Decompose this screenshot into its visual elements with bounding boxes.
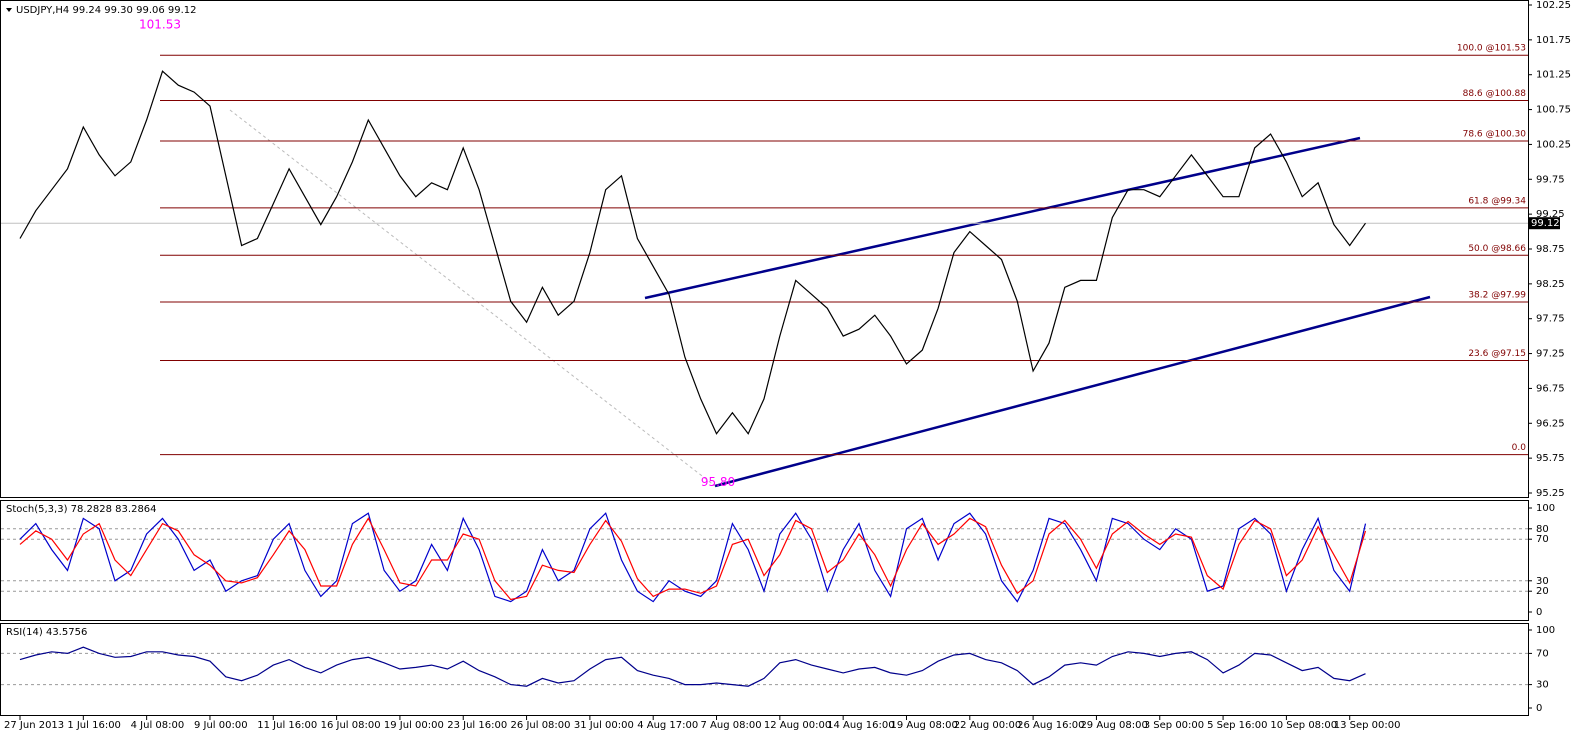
- x-tick-label: 10 Sep 08:00: [1270, 720, 1337, 731]
- x-tick-label: 22 Aug 00:00: [954, 720, 1021, 731]
- indicator-line: [19, 517, 1367, 601]
- y-tick-label: 97.25: [1536, 349, 1565, 360]
- last-price-label: 99.12: [1531, 218, 1560, 229]
- y-tick-label: 95.75: [1536, 453, 1565, 464]
- x-tick-label: 4 Jul 08:00: [131, 720, 185, 731]
- y-tick-label: 80: [1536, 524, 1549, 535]
- x-tick-label: 27 Jun 2013: [4, 720, 64, 731]
- y-tick-label: 100.25: [1536, 139, 1571, 150]
- x-tick-label: 4 Aug 17:00: [637, 720, 698, 731]
- y-tick-label: 0: [1536, 703, 1542, 714]
- y-tick-label: 0: [1536, 607, 1542, 618]
- x-tick-label: 11 Jul 16:00: [257, 720, 317, 731]
- price-annotation: 101.53: [139, 18, 181, 32]
- x-tick-label: 5 Sep 16:00: [1207, 720, 1267, 731]
- x-tick-label: 29 Aug 08:00: [1080, 720, 1147, 731]
- indicator-line: [19, 512, 1367, 603]
- y-tick-label: 98.75: [1536, 244, 1565, 255]
- y-tick-label: 30: [1536, 576, 1549, 587]
- fib-label: 100.0 @101.53: [1457, 44, 1526, 54]
- y-tick-label: 99.25: [1536, 209, 1565, 220]
- fib-label: 61.8 @99.34: [1468, 196, 1526, 206]
- x-tick-label: 19 Aug 08:00: [890, 720, 957, 731]
- menu-arrow: [6, 8, 12, 12]
- fib-label: 88.6 @100.88: [1463, 89, 1527, 99]
- x-tick-label: 26 Jul 08:00: [511, 720, 571, 731]
- y-tick-label: 100: [1536, 625, 1555, 636]
- x-tick-label: 23 Jul 16:00: [447, 720, 507, 731]
- upper-trendline: [644, 136, 1361, 300]
- last-price-box: [1528, 217, 1560, 230]
- y-tick-label: 98.25: [1536, 279, 1565, 290]
- x-tick-label: 14 Aug 16:00: [827, 720, 894, 731]
- indicator-line: [19, 646, 1366, 687]
- y-tick-label: 102.25: [1536, 0, 1571, 11]
- y-tick-label: 97.75: [1536, 314, 1565, 325]
- main-title: USDJPY,H4 99.24 99.30 99.06 99.12: [16, 5, 197, 16]
- fib-label: 0.0: [1512, 443, 1527, 453]
- y-tick-label: 95.25: [1536, 488, 1565, 499]
- fib-base-line: [229, 109, 716, 487]
- stoch-title: Stoch(5,3,3) 78.2828 83.2864: [6, 504, 157, 515]
- x-tick-label: 1 Jul 16:00: [67, 720, 121, 731]
- fib-label: 78.6 @100.30: [1463, 129, 1527, 139]
- y-tick-label: 30: [1536, 680, 1549, 691]
- price-annotation: 95.80: [701, 475, 735, 489]
- fib-label: 23.6 @97.15: [1468, 349, 1526, 359]
- y-tick-label: 70: [1536, 648, 1549, 659]
- fib-label: 50.0 @98.66: [1468, 244, 1526, 254]
- x-tick-label: 12 Aug 00:00: [764, 720, 831, 731]
- x-tick-label: 9 Jul 00:00: [194, 720, 248, 731]
- y-tick-label: 101.75: [1536, 35, 1571, 46]
- y-tick-label: 100.75: [1536, 105, 1571, 116]
- y-tick-label: 96.25: [1536, 418, 1565, 429]
- stoch-panel: [0, 500, 1529, 621]
- x-tick-label: 31 Jul 00:00: [574, 720, 634, 731]
- y-tick-label: 100: [1536, 503, 1555, 514]
- y-tick-label: 20: [1536, 586, 1549, 597]
- y-tick-label: 99.75: [1536, 174, 1565, 185]
- y-tick-label: 96.75: [1536, 383, 1565, 394]
- x-tick-label: 13 Sep 00:00: [1334, 720, 1401, 731]
- rsi-panel: [0, 623, 1529, 716]
- price-line: [19, 70, 1366, 435]
- x-tick-label: 19 Jul 00:00: [384, 720, 444, 731]
- x-tick-label: 3 Sep 00:00: [1144, 720, 1204, 731]
- fib-label: 38.2 @97.99: [1468, 290, 1526, 300]
- x-tick-label: 16 Jul 08:00: [321, 720, 381, 731]
- y-tick-label: 101.25: [1536, 70, 1571, 81]
- rsi-title: RSI(14) 43.5756: [6, 627, 87, 638]
- x-tick-label: 7 Aug 08:00: [701, 720, 762, 731]
- x-tick-label: 26 Aug 16:00: [1017, 720, 1084, 731]
- y-tick-label: 70: [1536, 534, 1549, 545]
